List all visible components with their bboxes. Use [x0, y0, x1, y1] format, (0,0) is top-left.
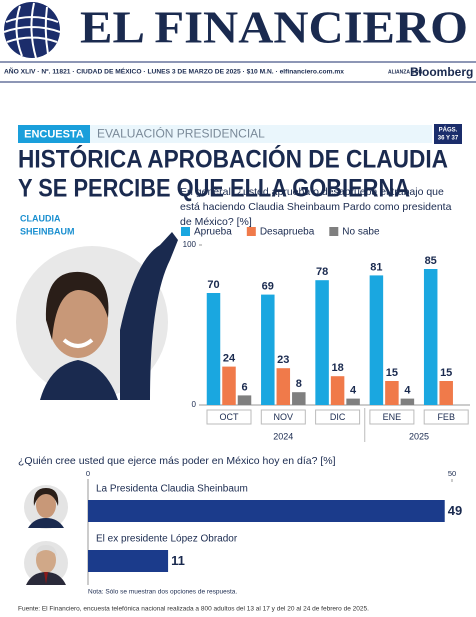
category-box [369, 409, 415, 425]
photo-sheinbaum-small [24, 485, 68, 529]
chart-title: En general, ¿usted aprueba o desaprueba … [180, 186, 454, 228]
x-tick-label: 50 [448, 469, 456, 478]
bar [385, 381, 399, 405]
bar [276, 368, 291, 405]
pages-box [434, 124, 462, 144]
bar [400, 398, 415, 405]
x-tick-label: ENE [383, 412, 402, 422]
bar [439, 381, 453, 405]
section-tag-box [18, 125, 90, 143]
legend-label: Aprueba [194, 227, 232, 238]
value-label: 8 [296, 378, 302, 390]
bar [206, 293, 221, 405]
x-tick-label: DIC [330, 412, 346, 422]
note: Nota: Sólo se muestran dos opciones de r… [88, 589, 237, 596]
photo-caption: SHEINBAUM [20, 226, 75, 236]
bar [88, 550, 169, 572]
section-bar [18, 125, 432, 143]
bar [292, 392, 306, 405]
photo-sheinbaum [16, 232, 178, 400]
bar [222, 366, 236, 405]
partner: Bloomberg [410, 65, 473, 79]
value-label: 81 [370, 261, 382, 273]
category-box [315, 409, 361, 425]
bar [237, 395, 252, 405]
legend-swatch [329, 227, 339, 236]
value-label: 23 [277, 354, 289, 366]
value-label: 11 [171, 553, 185, 568]
bar [346, 398, 360, 405]
bar [88, 500, 445, 522]
value-label: 70 [207, 279, 219, 291]
photo-lopez-obrador-small [24, 541, 68, 585]
x-tick-label: OCT [220, 412, 240, 422]
headline: HISTÓRICA APROBACIÓN DE CLAUDIA [18, 144, 448, 174]
section-tag: ENCUESTA [24, 128, 84, 140]
text-line: está haciendo Claudia Sheinbaum Pardo co… [180, 201, 454, 213]
bar [261, 294, 275, 405]
group-label: 2025 [409, 431, 429, 441]
category-box [423, 409, 469, 425]
alliance: ALIANZA CON [388, 69, 423, 75]
logo-globe [3, 2, 61, 59]
value-label: 4 [404, 385, 411, 397]
chart-title: ¿Quién cree usted que ejerce más poder e… [18, 455, 336, 467]
section-label: EVALUACIÓN PRESIDENCIAL [97, 126, 265, 141]
text-line: de México? [%] [180, 216, 252, 228]
bar [369, 275, 384, 405]
x-tick-label: 0 [86, 469, 90, 478]
masthead-edition: AÑO XLIV · Nº. 11821 · CIUDAD DE MÉXICO … [4, 67, 344, 76]
value-label: 15 [386, 367, 398, 379]
group-label: 2024 [273, 431, 293, 441]
text-line: En general, ¿usted aprueba o desaprueba … [180, 186, 447, 198]
y-tick-label: 0 [192, 400, 197, 409]
legend-swatch [181, 227, 190, 236]
masthead-title: EL FINANCIERO [80, 2, 468, 53]
source: Fuente: El Financiero, encuesta telefóni… [18, 606, 369, 613]
category-label: El ex presidente López Obrador [96, 534, 238, 545]
photo-caption: CLAUDIA [20, 213, 61, 223]
value-label: 24 [223, 353, 236, 365]
value-label: 78 [316, 266, 328, 278]
value-label: 69 [262, 281, 274, 293]
category-box [206, 409, 252, 425]
y-tick-label: 100 [183, 240, 197, 249]
bar [423, 269, 438, 405]
legend-label: Desaprueba [260, 227, 315, 238]
value-label: 49 [448, 503, 462, 518]
headline: Y SE PERCIBE QUE ELLA GOBIERNA [18, 175, 410, 203]
pages-label: PÁGS. [439, 127, 458, 134]
category-label: La Presidenta Claudia Sheinbaum [96, 484, 248, 495]
bar [315, 280, 329, 405]
pages-label: 36 Y 37 [438, 136, 459, 142]
value-label: 18 [331, 362, 343, 374]
x-tick-label: NOV [274, 412, 294, 422]
value-label: 85 [425, 255, 437, 267]
value-label: 4 [350, 385, 357, 397]
x-tick-label: FEB [437, 412, 455, 422]
bar [330, 376, 345, 405]
value-label: 6 [241, 381, 247, 393]
legend-label: No sabe [342, 227, 380, 238]
category-box [260, 409, 306, 425]
value-label: 15 [440, 367, 452, 379]
legend-swatch [246, 227, 256, 236]
